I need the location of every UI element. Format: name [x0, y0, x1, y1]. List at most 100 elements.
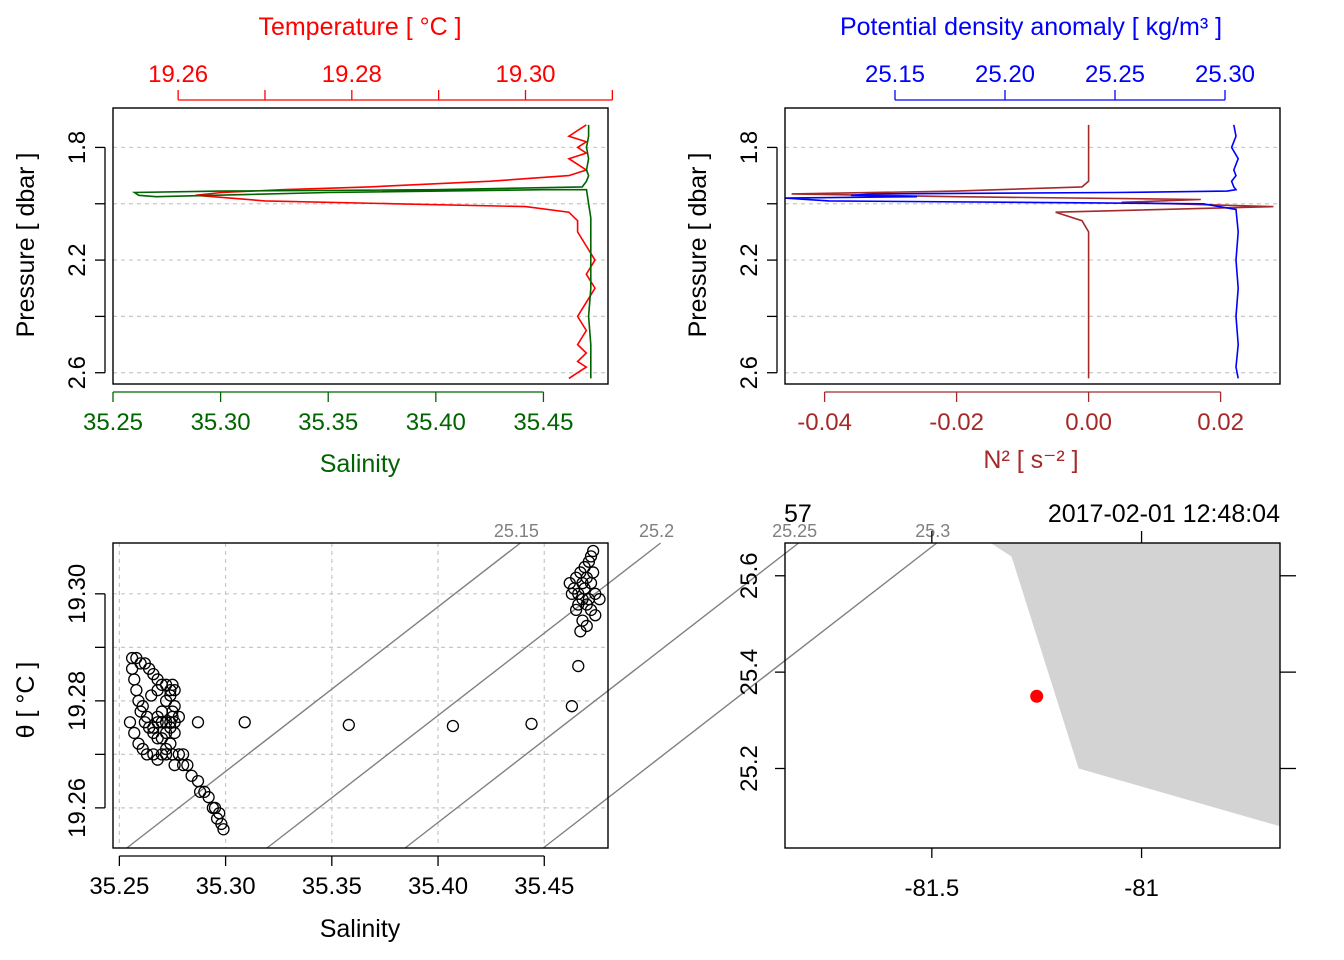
- salinity-axis: 35.25 35.30 35.35 35.40 35.45: [83, 391, 573, 436]
- density-tick-label: 25.15: [865, 61, 925, 88]
- density-tick-label: 25.20: [975, 61, 1035, 88]
- ts-point: [589, 609, 602, 622]
- n2-axis-title: N² [ s⁻² ]: [983, 446, 1078, 474]
- isopycnal-line: [404, 542, 800, 849]
- isopycnal-line: [542, 542, 938, 849]
- salinity-tick-label: 35.25: [83, 409, 143, 436]
- ts-point: [147, 748, 160, 761]
- temperature-tick-label: 19.26: [148, 61, 208, 88]
- pressure-tick-label: 2.2: [64, 243, 91, 276]
- salinity-tick-label: 35.45: [513, 409, 573, 436]
- ts-point: [140, 710, 154, 724]
- ts-point: [181, 758, 194, 772]
- ts-point: [582, 593, 596, 606]
- temperature-axis: 19.26 19.28 19.30: [148, 61, 613, 101]
- isopycnal-label: 25.25: [772, 521, 817, 541]
- ts-point: [155, 716, 169, 729]
- density-profile-panel: Potential density anomaly [ kg/m³ ] 25.1…: [684, 13, 1281, 474]
- ts-point: [238, 716, 251, 729]
- n2-tick-label: 0.00: [1065, 409, 1112, 436]
- ts-point: [128, 726, 141, 740]
- ts-point: [584, 550, 598, 563]
- datetime-label: 2017-02-01 12:48:04: [1048, 500, 1280, 528]
- n2-profile-line: [791, 124, 1274, 379]
- theta-tick-label: 19.30: [64, 564, 91, 624]
- ts-point: [123, 716, 137, 729]
- ts-point: [586, 566, 600, 579]
- salinity-tick-label: 35.40: [406, 409, 466, 436]
- n2-tick-label: 0.02: [1197, 409, 1244, 436]
- pressure-axis-title-2: Pressure [ dbar ]: [684, 153, 712, 338]
- ts-profile-frame: [112, 107, 609, 385]
- ts-point: [565, 700, 579, 713]
- ts-point: [164, 683, 177, 697]
- ts-salinity-tick-label: 35.35: [302, 873, 362, 900]
- ts-point: [576, 576, 589, 590]
- pressure-tick-label: 2.6: [736, 356, 763, 389]
- latitude-tick-label: 25.6: [736, 552, 763, 599]
- map-panel: 57 2017-02-01 12:48:04 -81.5 -81 25.2 25.4…: [736, 500, 1296, 902]
- station-label: 57: [784, 500, 812, 528]
- ts-point: [168, 758, 181, 772]
- theta-axis-title: θ [ °C ]: [12, 662, 40, 739]
- ts-point: [128, 673, 141, 686]
- ts-point: [151, 683, 164, 697]
- ts-point: [446, 719, 460, 733]
- ts-point: [140, 748, 154, 761]
- ts-point: [130, 683, 143, 697]
- ts-point: [159, 716, 173, 729]
- ts-point: [217, 823, 230, 836]
- ts-point: [208, 801, 222, 815]
- pressure-axis: 1.8 2.2 2.6: [64, 131, 106, 389]
- isopycnal-lines: 25.15 25.2 25.25 25.3: [126, 521, 950, 849]
- ts-scatter-points: [123, 544, 606, 836]
- salinity-tick-label: 35.30: [191, 409, 251, 436]
- ts-point: [176, 758, 190, 772]
- ts-salinity-axis-title: Salinity: [320, 915, 401, 943]
- ts-point: [159, 748, 173, 761]
- density-tick-label: 25.30: [1195, 61, 1255, 88]
- ts-point: [565, 587, 579, 600]
- ts-point: [342, 718, 355, 732]
- longitude-tick-label: -81: [1124, 875, 1159, 902]
- isopycnal-label: 25.3: [915, 521, 950, 541]
- salinity-axis-title: Salinity: [320, 450, 401, 478]
- longitude-axis: -81.5 -81: [904, 531, 1159, 902]
- ts-profile-panel: Temperature [ °C ] 19.26 19.28 19.30 35.25…: [12, 13, 613, 478]
- ts-diagram-grid: [113, 543, 608, 848]
- density-profile-frame: [784, 107, 1281, 385]
- ts-point: [582, 555, 596, 568]
- ts-point: [159, 694, 173, 708]
- density-axis-title: Potential density anomaly [ kg/m³ ]: [840, 13, 1222, 41]
- ts-salinity-tick-label: 35.40: [408, 873, 468, 900]
- longitude-tick-label: -81.5: [904, 875, 959, 902]
- ts-point: [168, 683, 181, 697]
- ts-point: [193, 785, 207, 798]
- temperature-tick-label: 19.28: [322, 61, 382, 88]
- ts-salinity-tick-label: 35.30: [196, 873, 256, 900]
- ts-point: [125, 662, 139, 675]
- n2-axis: -0.04 -0.02 0.00 0.02: [797, 391, 1244, 436]
- temperature-profile-line: [195, 124, 596, 380]
- density-profile-grid: [785, 146, 1280, 374]
- ts-point: [574, 625, 587, 638]
- ts-salinity-tick-label: 35.45: [514, 873, 574, 900]
- ts-point: [166, 705, 179, 718]
- map-frame: [784, 542, 1281, 849]
- temperature-tick-label: 19.30: [495, 61, 555, 88]
- salinity-profile-line: [131, 124, 592, 379]
- theta-tick-label: 19.28: [64, 671, 91, 731]
- ts-diagram-panel: 25.15 25.2 25.25 25.3 35.25 35.30 35.35 35.40 3…: [12, 521, 950, 943]
- latitude-tick-label: 25.2: [736, 745, 763, 792]
- land-polygon: [990, 543, 1280, 827]
- ts-point: [166, 678, 179, 691]
- pressure-axis-2: 1.8 2.2 2.6: [736, 131, 778, 389]
- n2-tick-label: -0.02: [929, 409, 984, 436]
- isopycnal-line: [126, 542, 521, 849]
- salinity-tick-label: 35.35: [298, 409, 358, 436]
- ts-point: [168, 726, 181, 740]
- ts-salinity-tick-label: 35.25: [89, 873, 149, 900]
- pressure-tick-label: 1.8: [64, 131, 91, 164]
- pressure-tick-label: 2.2: [736, 243, 763, 276]
